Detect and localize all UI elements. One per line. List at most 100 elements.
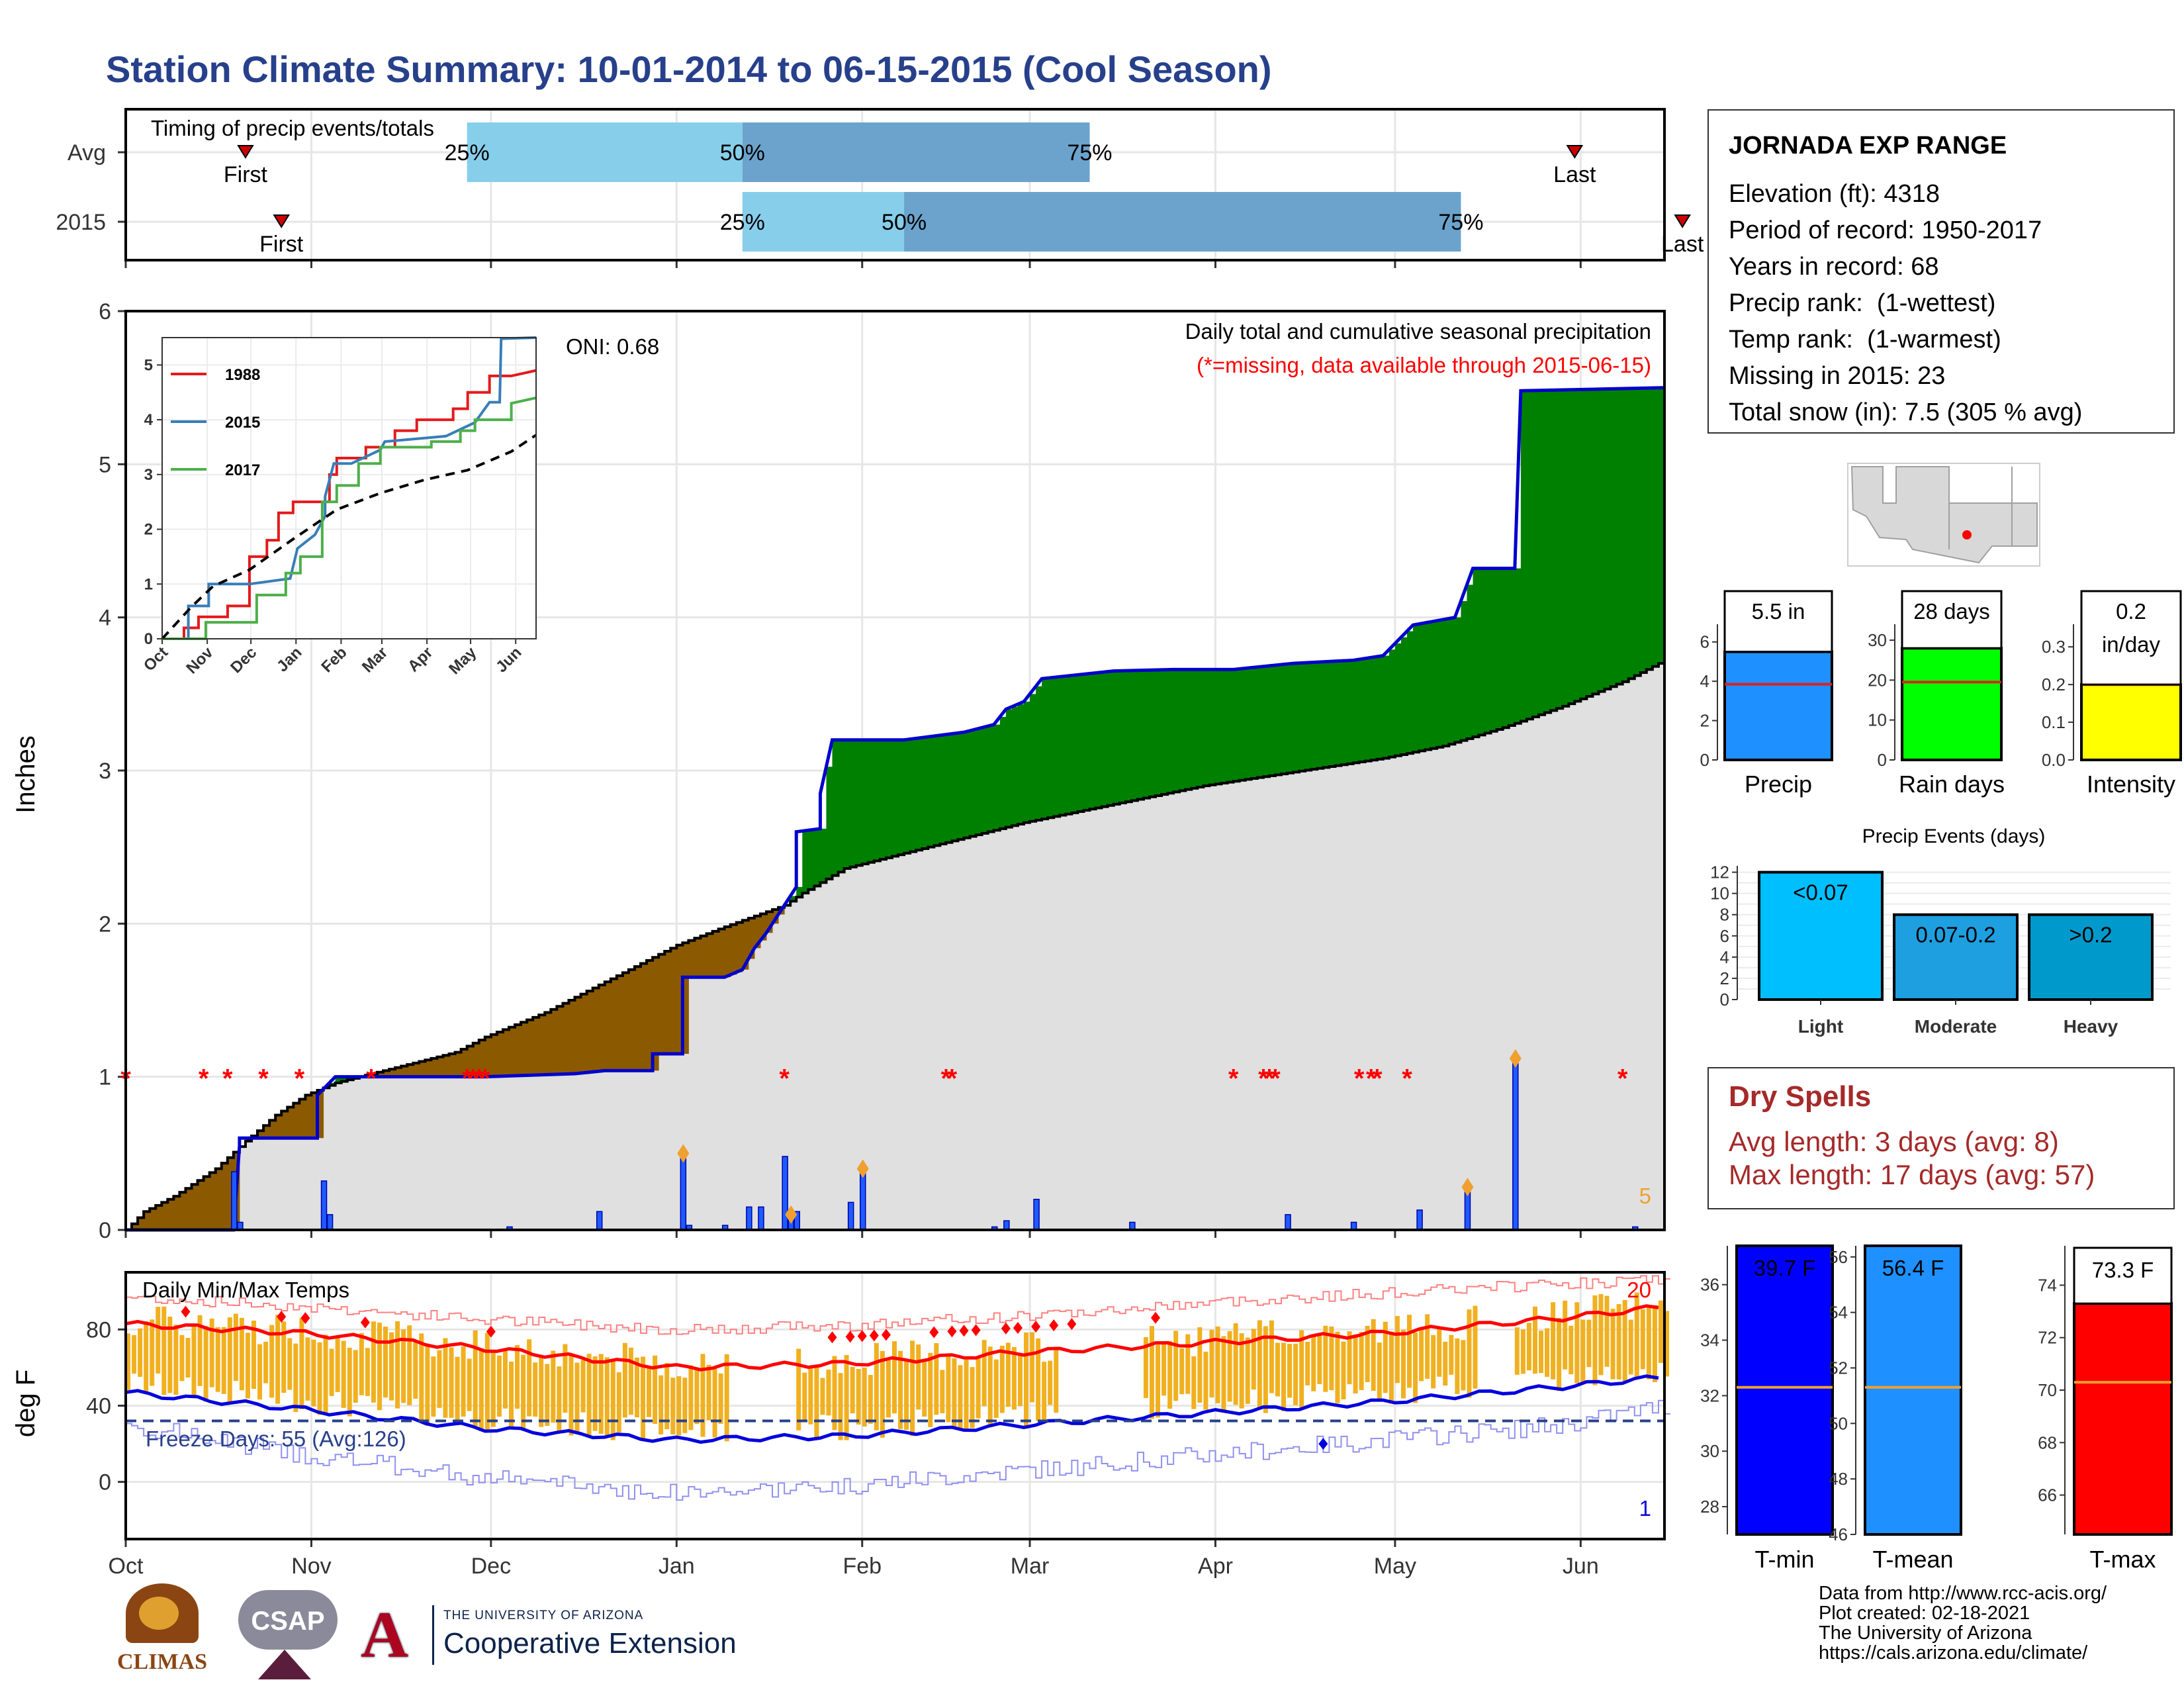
daily-temp-bar	[580, 1360, 586, 1413]
record-high-marker	[1067, 1318, 1077, 1331]
timing-panel: 25% 50% 75% First Last Avg 25% 50% 75% First Last 2…	[56, 108, 1704, 268]
missing-day-marker: *	[295, 1064, 305, 1094]
below-average-area	[132, 907, 785, 1230]
daily-temp-bar	[1413, 1332, 1418, 1403]
credit-data-source: Data from http://www.rcc-acis.org/	[1819, 1583, 2107, 1604]
daily-temp-bar	[545, 1364, 550, 1427]
mini-category-label: Rain days	[1899, 771, 2005, 798]
event-marker-icon	[1674, 214, 1691, 228]
daily-temp-bar	[1221, 1336, 1226, 1412]
ua-small-text: THE UNIVERSITY OF ARIZONA	[443, 1609, 644, 1622]
daily-temp-bar	[449, 1347, 454, 1418]
daily-temp-bar	[239, 1317, 244, 1391]
precip-y-tick-label: 4	[99, 606, 111, 631]
timing-row-label: 2015	[56, 210, 106, 235]
daily-temp-bar	[1574, 1302, 1580, 1383]
daily-temp-bar	[874, 1342, 879, 1430]
missing-day-marker: *	[1258, 1064, 1269, 1094]
daily-temp-bar	[1640, 1309, 1645, 1370]
daily-temp-bar	[245, 1333, 250, 1399]
first-event-label: First	[259, 232, 304, 257]
mini-value-bar	[1901, 647, 2003, 761]
daily-temp-bar	[653, 1355, 658, 1424]
csap-logo: CSAP	[232, 1583, 344, 1683]
daily-temp-bar	[1383, 1321, 1388, 1393]
mini-y-tick-label: 52	[1829, 1358, 1848, 1378]
record-high-marker	[845, 1331, 855, 1343]
daily-temp-bar	[1179, 1348, 1185, 1395]
daily-temp-bar	[1287, 1344, 1293, 1398]
missing-day-marker: *	[222, 1064, 233, 1094]
month-label: May	[1374, 1554, 1416, 1579]
record-high-marker	[1013, 1321, 1023, 1334]
timing-border	[124, 108, 1666, 261]
record-high-marker	[300, 1312, 310, 1325]
mini-y-tick-label: 54	[1829, 1303, 1848, 1323]
daily-temp-bar	[1269, 1320, 1274, 1393]
daily-temp-bar	[1455, 1338, 1460, 1394]
record-high-marker	[827, 1331, 837, 1344]
missing-day-marker: *	[366, 1064, 377, 1094]
daily-temp-bar	[1305, 1341, 1310, 1385]
inset-y-tick-label: 5	[144, 356, 153, 374]
daily-temp-bar	[1461, 1340, 1466, 1391]
daily-temp-bar	[1664, 1311, 1669, 1377]
events-y-tick-label: 6	[1720, 926, 1729, 946]
daily-temp-bar	[1036, 1338, 1041, 1421]
daily-temp-bar	[682, 1378, 688, 1433]
ua-a-icon: A	[361, 1598, 409, 1671]
daily-temp-bar	[490, 1350, 496, 1427]
month-label: Dec	[471, 1554, 511, 1579]
month-label: Oct	[109, 1554, 144, 1579]
missing-day-marker: *	[941, 1064, 952, 1094]
daily-temp-bar	[407, 1325, 412, 1405]
daily-temp-bar	[251, 1320, 256, 1389]
record-high-marker	[1031, 1321, 1041, 1333]
missing-day-marker: *	[1270, 1064, 1281, 1094]
temp-y-axis-title: deg F	[11, 1370, 40, 1437]
above-average-area	[239, 387, 1665, 1147]
daily-temp-bar	[167, 1316, 173, 1393]
daily-temp-bar	[700, 1354, 705, 1437]
daily-temp-bar	[1652, 1305, 1657, 1382]
daily-temp-bar	[1341, 1341, 1346, 1399]
daily-temp-bar	[604, 1357, 610, 1438]
daily-temp-bar	[1563, 1300, 1568, 1370]
daily-temp-bar	[1377, 1342, 1382, 1400]
record-high-marker	[1001, 1322, 1011, 1335]
daily-temp-bar	[1443, 1341, 1448, 1386]
daily-temp-bar	[598, 1354, 604, 1434]
precip-y-axis-title: Inches	[11, 735, 40, 814]
daily-temp-bar	[413, 1340, 418, 1399]
daily-temp-bar	[1425, 1314, 1430, 1379]
daily-temp-bar	[455, 1356, 460, 1426]
daily-temp-bar	[1628, 1319, 1633, 1375]
station-line-missing: Missing in 2015: 23	[1729, 362, 1946, 390]
daily-temp-bar	[527, 1339, 532, 1417]
daily-temp-bar	[539, 1356, 544, 1427]
daily-temp-bar	[1233, 1323, 1238, 1405]
record-high-marker	[971, 1324, 981, 1336]
quartile-label-50: 50%	[882, 210, 927, 235]
daily-temp-bar	[1347, 1331, 1352, 1385]
inset-y-tick-label: 0	[144, 630, 153, 648]
daily-temp-bar	[533, 1362, 538, 1417]
events-bar-label: <0.07	[1793, 880, 1848, 905]
daily-temp-bar	[126, 1333, 130, 1390]
events-y-tick-label: 10	[1710, 884, 1729, 904]
daily-temp-bar	[1539, 1331, 1544, 1374]
daily-precip-bar	[746, 1206, 752, 1231]
daily-temp-bar	[209, 1318, 214, 1387]
daily-temp-bar	[1371, 1319, 1376, 1391]
mini-value-bar	[2073, 1302, 2173, 1536]
daily-temp-bar	[557, 1366, 562, 1434]
event-marker-icon	[237, 145, 254, 159]
inset-line-average	[161, 434, 537, 640]
mini-y-tick-label: 0	[1878, 750, 1887, 770]
daily-temp-bar	[934, 1342, 939, 1415]
inset-y-tick-label: 3	[144, 466, 153, 484]
daily-temp-bar	[1467, 1309, 1472, 1398]
daily-temp-bar	[1317, 1334, 1322, 1384]
mini-value-label: 73.3 F	[2092, 1258, 2154, 1282]
